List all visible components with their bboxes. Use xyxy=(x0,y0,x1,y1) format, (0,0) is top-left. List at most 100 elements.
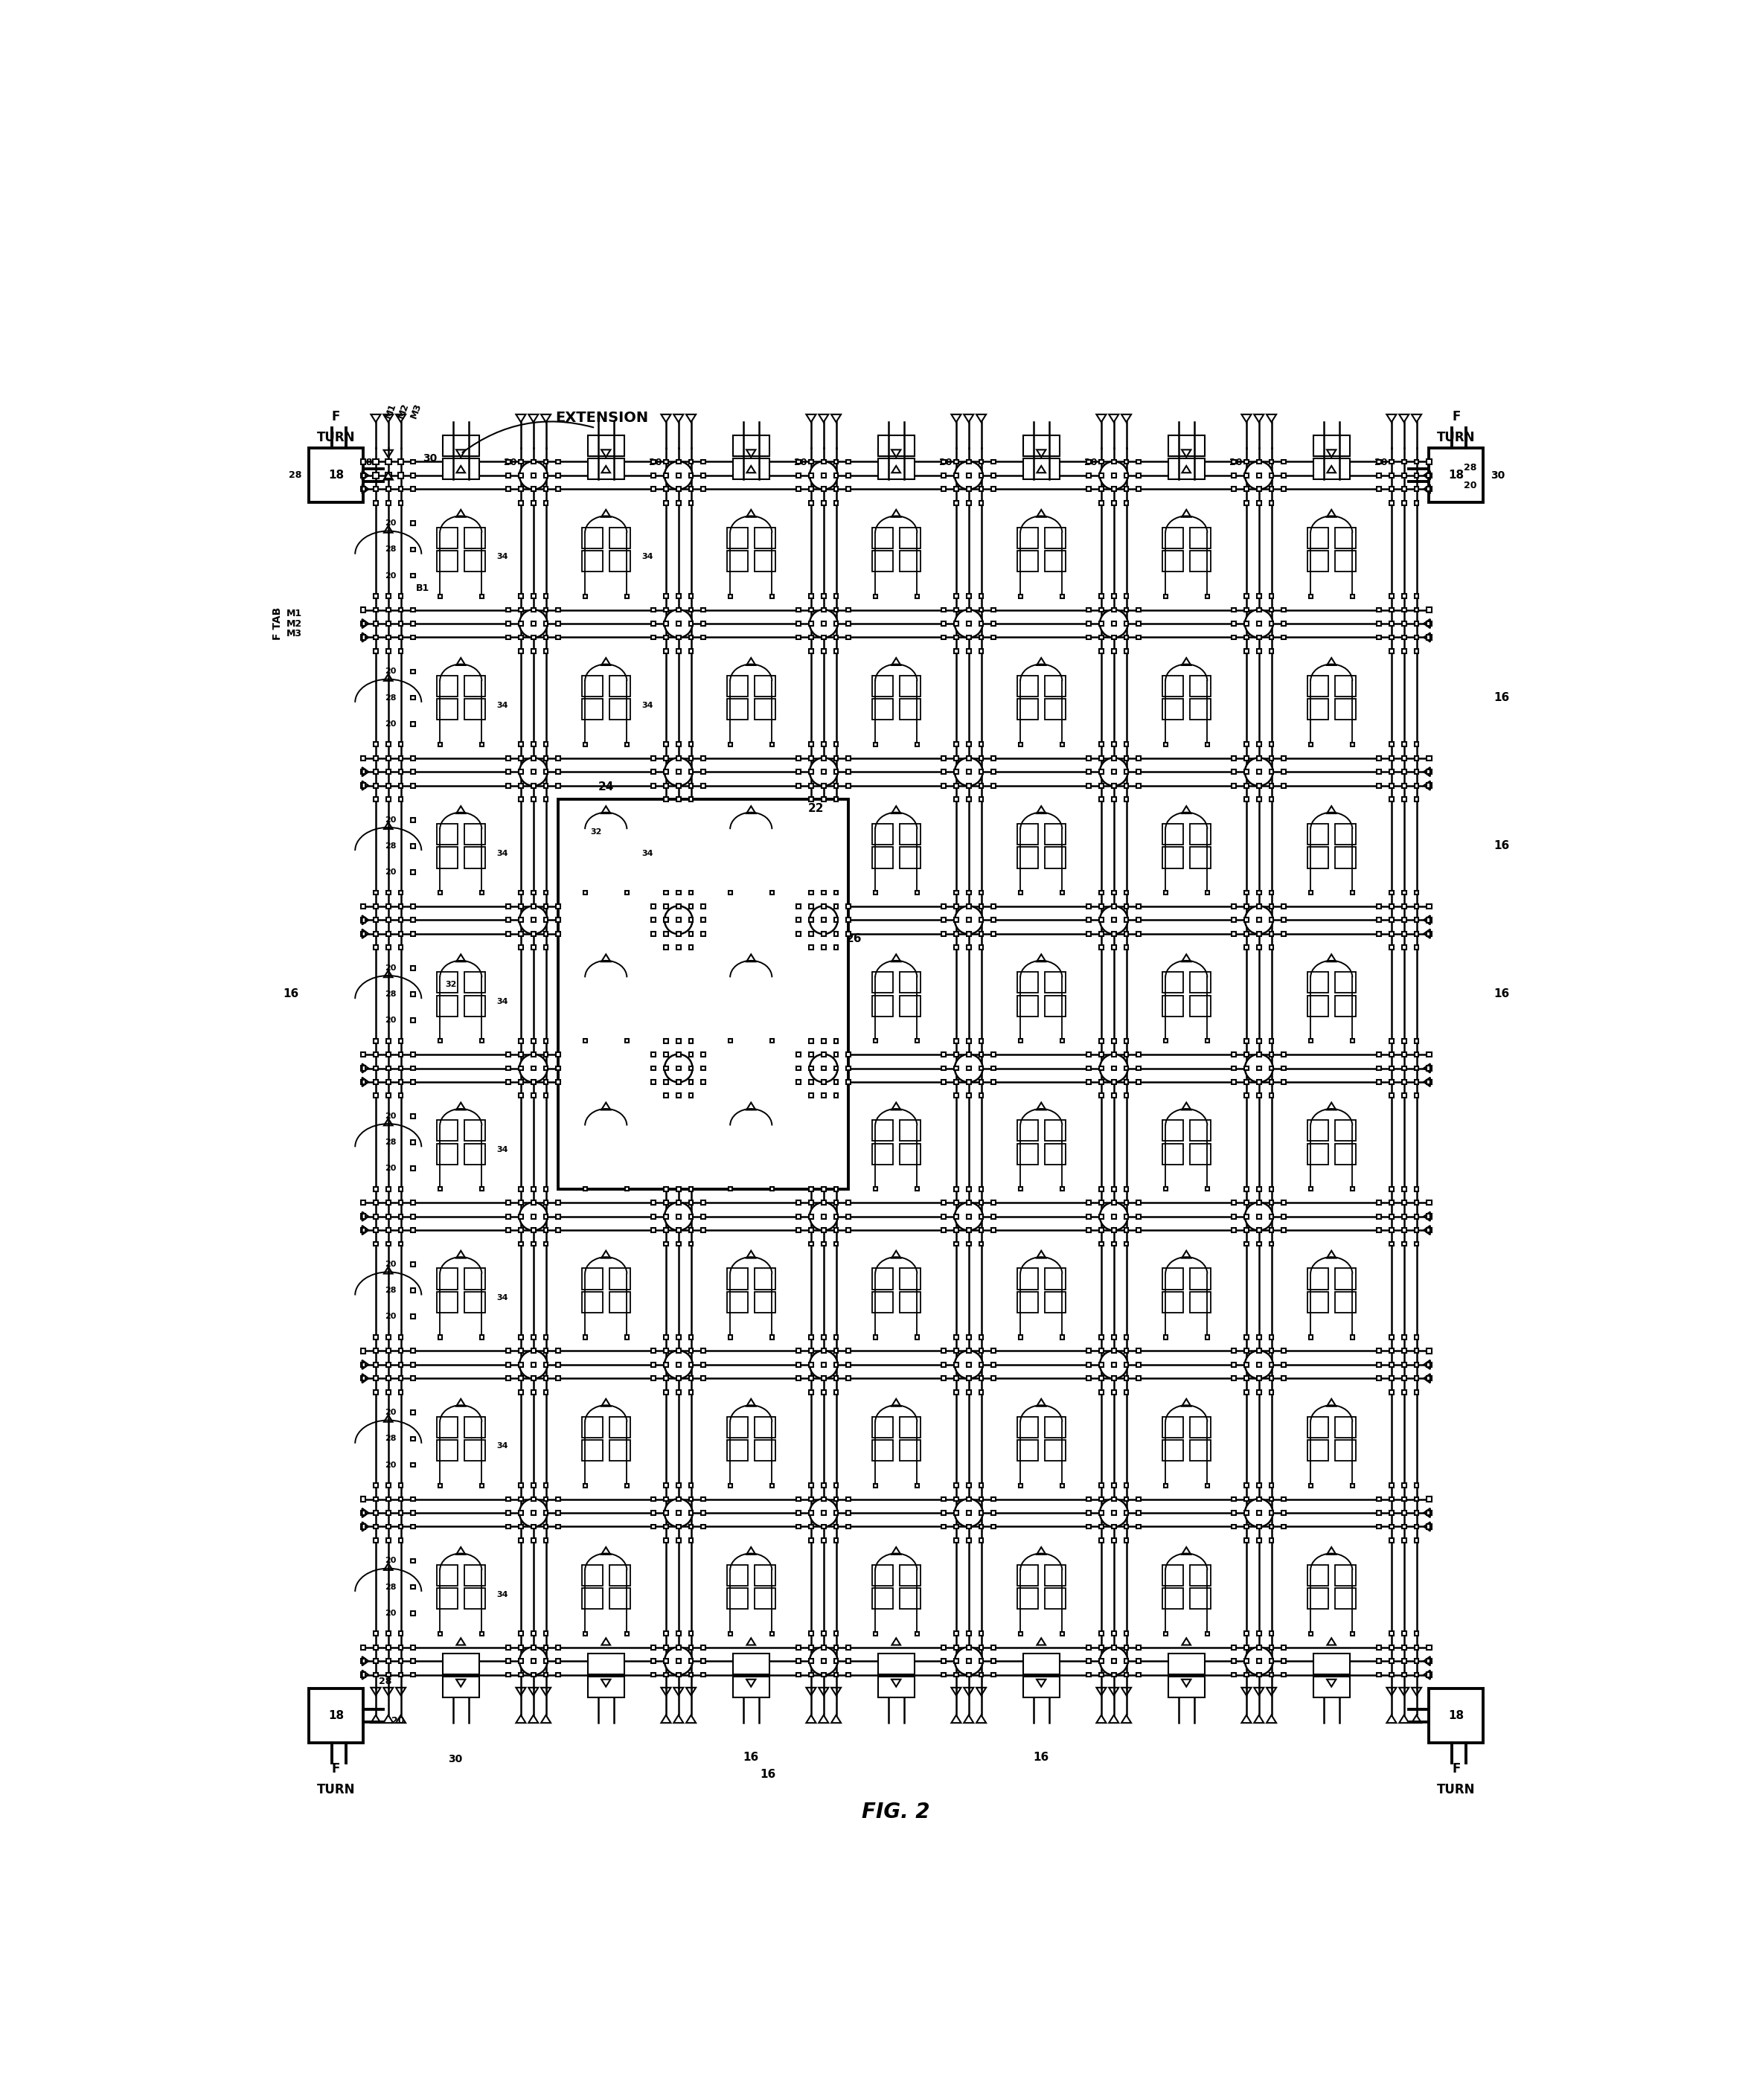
Bar xyxy=(1269,1241,1274,1245)
Bar xyxy=(872,1268,893,1289)
Bar xyxy=(701,460,706,464)
Bar xyxy=(846,473,851,477)
Bar xyxy=(979,1376,984,1380)
Bar xyxy=(755,1268,776,1289)
Bar xyxy=(1402,918,1405,922)
Bar xyxy=(519,1510,523,1514)
Bar xyxy=(834,487,839,491)
Bar xyxy=(1245,622,1248,626)
Bar xyxy=(822,1659,825,1663)
Bar xyxy=(701,1214,706,1218)
Bar xyxy=(664,1659,668,1663)
Bar xyxy=(544,1094,549,1098)
Bar xyxy=(1136,1525,1141,1529)
Circle shape xyxy=(954,462,982,489)
Bar xyxy=(1257,1052,1260,1056)
Bar xyxy=(809,1659,813,1663)
Bar xyxy=(809,1632,813,1636)
Bar xyxy=(1245,1079,1248,1084)
Bar xyxy=(729,743,732,746)
Bar xyxy=(1245,905,1248,909)
Text: FIG. 2: FIG. 2 xyxy=(862,1802,930,1823)
Bar xyxy=(531,1214,535,1218)
Circle shape xyxy=(664,462,692,489)
Bar xyxy=(1136,1659,1141,1663)
Bar xyxy=(1099,945,1103,949)
Bar xyxy=(1245,649,1248,653)
Bar xyxy=(834,741,839,746)
Bar xyxy=(1136,473,1141,477)
Bar xyxy=(582,550,603,571)
Bar xyxy=(1112,460,1115,464)
Bar xyxy=(531,1483,535,1487)
Bar xyxy=(809,798,813,802)
Bar xyxy=(797,1079,801,1084)
Bar xyxy=(1351,594,1355,598)
Bar xyxy=(822,607,825,611)
Bar xyxy=(1099,1186,1103,1191)
Bar xyxy=(587,458,624,479)
Bar xyxy=(991,634,996,641)
Bar xyxy=(1335,550,1356,571)
Bar xyxy=(1162,972,1183,993)
Bar xyxy=(439,1040,442,1044)
Bar xyxy=(1045,1268,1066,1289)
Bar xyxy=(519,1214,523,1218)
Circle shape xyxy=(1099,1646,1127,1676)
Bar xyxy=(979,1040,984,1044)
Bar xyxy=(846,1510,851,1514)
Bar xyxy=(1087,1659,1091,1663)
Bar xyxy=(465,1144,484,1166)
Bar xyxy=(556,622,561,626)
Bar xyxy=(1308,995,1328,1016)
Bar xyxy=(386,918,390,922)
Bar xyxy=(979,1228,984,1233)
Bar xyxy=(727,1441,748,1462)
Bar xyxy=(822,890,825,895)
Bar xyxy=(1017,823,1038,844)
Bar xyxy=(689,741,694,746)
Bar xyxy=(1245,1336,1248,1340)
Bar xyxy=(1023,1676,1059,1697)
Text: EXTENSION: EXTENSION xyxy=(556,412,649,424)
Bar xyxy=(1335,823,1356,844)
Bar xyxy=(1257,649,1260,653)
Bar xyxy=(874,1336,877,1340)
Bar xyxy=(1112,1079,1115,1084)
Bar xyxy=(1112,741,1115,746)
Bar xyxy=(442,458,479,479)
Bar xyxy=(942,634,946,641)
Bar xyxy=(967,1497,970,1502)
Bar xyxy=(809,634,813,641)
Text: 34: 34 xyxy=(496,851,509,857)
Bar xyxy=(1124,756,1129,760)
Bar xyxy=(1087,607,1091,611)
Bar xyxy=(610,1144,631,1166)
Bar xyxy=(479,890,484,895)
Bar xyxy=(979,1644,984,1649)
Bar xyxy=(531,932,535,937)
Bar xyxy=(822,1376,825,1380)
Bar xyxy=(809,1241,813,1245)
Bar xyxy=(900,1119,921,1140)
Bar xyxy=(1245,1348,1248,1352)
Bar xyxy=(991,1214,996,1218)
Bar xyxy=(1269,1094,1274,1098)
Bar xyxy=(1390,1659,1393,1663)
Bar xyxy=(411,548,416,552)
Bar xyxy=(979,1201,984,1205)
Bar xyxy=(1377,1672,1381,1678)
Bar xyxy=(954,756,958,760)
Bar xyxy=(1414,756,1419,760)
Bar xyxy=(1402,1483,1405,1487)
Bar xyxy=(652,1214,656,1218)
Bar xyxy=(1045,846,1066,867)
Bar xyxy=(519,1483,523,1487)
Bar xyxy=(1061,1336,1065,1340)
Bar xyxy=(1023,435,1059,456)
Bar xyxy=(809,1537,813,1541)
Bar xyxy=(954,1483,958,1487)
Bar xyxy=(1112,756,1115,760)
Bar xyxy=(846,1363,851,1367)
Bar xyxy=(967,932,970,937)
